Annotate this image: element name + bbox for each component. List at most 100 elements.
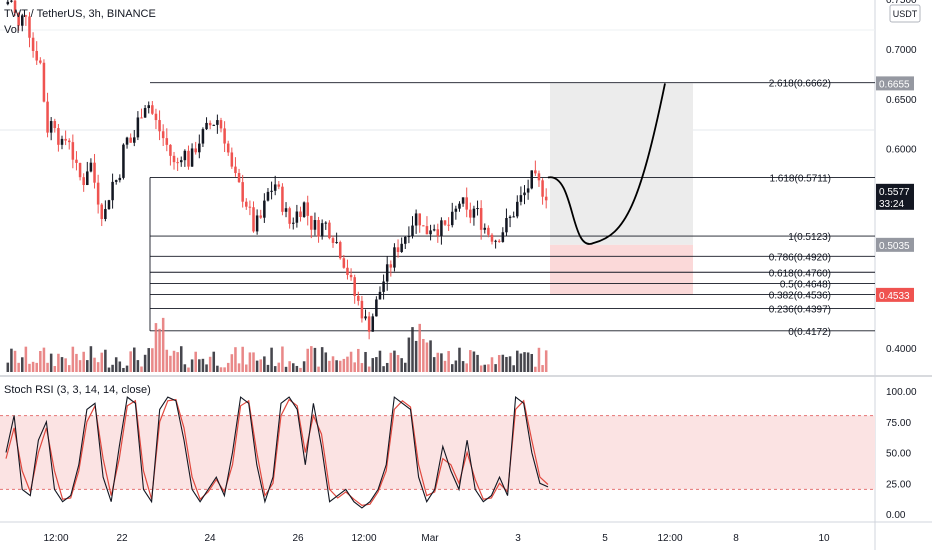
volume-bar (46, 362, 49, 372)
candle-body (42, 62, 46, 102)
candle-body (320, 223, 324, 237)
volume-bar (10, 348, 13, 372)
volume-bar (172, 350, 176, 372)
candle-body (6, 1, 10, 5)
volume-bar (241, 346, 244, 372)
candle-body (208, 122, 212, 126)
candle-body (494, 240, 497, 242)
volume-bar (526, 352, 530, 372)
candle-body (461, 197, 465, 204)
fib-retracement[interactable]: 2.618(0.6662) 1.618(0.5711) 1(0.5123) 0.786… (149, 79, 875, 338)
volume-bar (96, 362, 100, 372)
candle-body (255, 215, 259, 232)
volume-bar (400, 358, 403, 372)
volume-bar (393, 350, 396, 372)
candle-body (107, 200, 111, 210)
candle-body (198, 143, 201, 153)
volume-bar (89, 346, 93, 372)
candle-body (454, 208, 458, 212)
candle-body (342, 258, 346, 268)
volume-bar (291, 363, 295, 372)
price-badge (876, 237, 914, 252)
candle-body (523, 192, 526, 196)
candle-body (317, 220, 320, 237)
price-badge (876, 183, 914, 210)
candle-body (93, 162, 96, 183)
candle-body (263, 200, 266, 218)
candle-body (501, 232, 505, 242)
volume-bar (429, 340, 432, 372)
volume-bar (534, 366, 537, 372)
volume-bar (338, 360, 342, 372)
volume-bar (328, 360, 331, 372)
time-label: 3 (515, 533, 521, 544)
volume-bar (183, 364, 187, 372)
candle-body (10, 0, 13, 2)
volume-bar (78, 360, 82, 372)
time-label: 12:00 (43, 533, 68, 544)
fib-label: 0.786(0.4920) (769, 252, 831, 263)
candle-body (147, 105, 150, 109)
candle-body (487, 227, 490, 235)
volume-bar (454, 360, 458, 372)
volume-bar (263, 356, 266, 372)
volume-bar (436, 352, 440, 372)
candle-body (310, 215, 313, 230)
volume-bar (324, 352, 328, 372)
candle-body (259, 215, 263, 218)
candle-body (422, 225, 425, 227)
candle-body (212, 124, 216, 126)
fib-label: 0.5(0.4648) (780, 279, 831, 290)
volume-bar (165, 349, 169, 372)
candle-body (129, 137, 132, 143)
volume-bar (476, 354, 479, 372)
candle-body (371, 316, 375, 332)
volume-bar (432, 357, 436, 372)
candle-body (328, 222, 331, 239)
candle-body (443, 220, 447, 225)
volume-bar (497, 355, 501, 372)
volume-bar (378, 350, 382, 372)
volume-bar (313, 347, 317, 372)
candle-body (404, 236, 407, 244)
candle-body (436, 229, 440, 236)
volume-bar (472, 351, 476, 372)
volume-bar (129, 351, 132, 372)
candle-body (75, 159, 78, 163)
candle-body (266, 191, 270, 201)
volume-bar (284, 366, 288, 372)
candle-body (169, 144, 172, 156)
candle-body (508, 216, 512, 219)
volume-bar (13, 350, 17, 372)
candle-body (67, 140, 71, 143)
candle-body (158, 120, 161, 132)
candle-body (154, 113, 158, 121)
candle-body (396, 247, 400, 252)
candle-body (230, 152, 234, 167)
candle-body (46, 101, 49, 133)
volume-bar (53, 366, 57, 372)
volume-bar (389, 352, 393, 372)
candle-body (100, 204, 104, 219)
candle-body (411, 225, 414, 237)
candle-body (291, 222, 295, 224)
volume-bar (335, 360, 338, 372)
volume-bar (346, 356, 349, 372)
candle-body (96, 182, 100, 205)
price-badge-label: 0.5035 (879, 241, 910, 252)
volume-bar (443, 360, 447, 372)
volume-bar (458, 347, 461, 372)
fib-label: 0.382(0.4536) (769, 291, 831, 302)
volume-bar (194, 351, 197, 372)
time-label: Mar (421, 533, 439, 544)
symbol-title[interactable]: TWT / TetherUS, 3h, BINANCE (4, 8, 156, 20)
candle-body (476, 208, 479, 210)
stoch-rsi-pane (0, 396, 875, 509)
volume-bar (60, 357, 64, 372)
candle-body (187, 150, 190, 167)
volume-bar (537, 347, 541, 372)
volume-bar (187, 367, 190, 372)
volume-bar (201, 358, 205, 372)
volume-bar (273, 366, 277, 372)
